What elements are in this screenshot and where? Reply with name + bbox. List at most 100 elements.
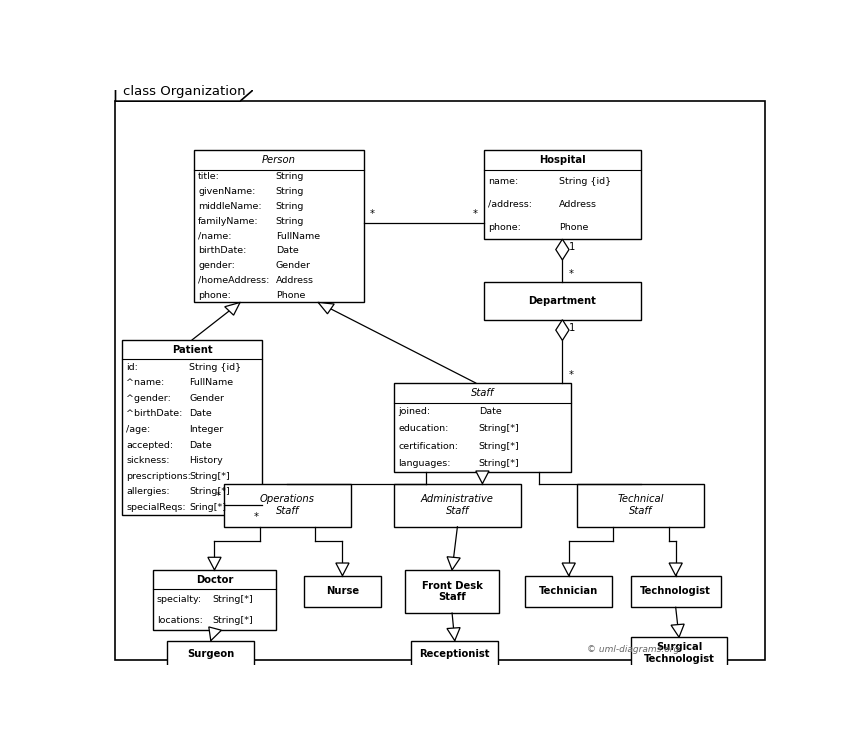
Text: /address:: /address: (488, 200, 532, 209)
Bar (630, 576, 721, 607)
Text: joined:: joined: (398, 407, 430, 416)
Text: String: String (276, 217, 304, 226)
Text: prescriptions:: prescriptions: (126, 472, 191, 481)
Bar (304, 576, 381, 607)
Text: Gender: Gender (276, 261, 310, 270)
Text: String[*]: String[*] (189, 487, 230, 497)
Text: String: String (276, 173, 304, 182)
Text: 1: 1 (569, 323, 575, 332)
Text: /name:: /name: (198, 232, 231, 241)
Text: Patient: Patient (172, 344, 212, 355)
Bar (394, 483, 521, 527)
Text: Doctor: Doctor (196, 574, 233, 585)
Text: 1: 1 (569, 242, 575, 252)
Text: *: * (216, 491, 221, 500)
Text: id:: id: (126, 363, 138, 372)
Polygon shape (224, 303, 240, 315)
Text: Date: Date (276, 247, 298, 255)
Text: String: String (276, 202, 304, 211)
Text: *: * (254, 512, 259, 522)
Bar (405, 570, 499, 613)
Text: givenName:: givenName: (198, 187, 255, 196)
Text: Receptionist: Receptionist (420, 648, 490, 659)
Bar (484, 282, 641, 320)
Text: ^gender:: ^gender: (126, 394, 171, 403)
Text: locations:: locations: (157, 616, 203, 624)
Text: gender:: gender: (198, 261, 235, 270)
Text: education:: education: (398, 424, 448, 433)
Text: specialReqs:: specialReqs: (126, 503, 186, 512)
Text: Gender: Gender (189, 394, 224, 403)
Text: String[*]: String[*] (479, 424, 519, 433)
Text: ^name:: ^name: (126, 378, 164, 387)
Polygon shape (671, 624, 685, 637)
Text: allergies:: allergies: (126, 487, 169, 497)
Text: /homeAddress:: /homeAddress: (198, 276, 269, 285)
Polygon shape (336, 563, 349, 576)
Text: *: * (370, 208, 374, 219)
Polygon shape (556, 239, 569, 260)
Text: specialty:: specialty: (157, 595, 202, 604)
Text: /age:: /age: (126, 425, 150, 434)
Text: Sring[*]: Sring[*] (189, 503, 226, 512)
Text: class Organization: class Organization (122, 85, 245, 98)
Bar (153, 570, 276, 630)
Text: Integer: Integer (189, 425, 224, 434)
Bar (577, 483, 704, 527)
Text: Date: Date (189, 409, 212, 418)
Text: Address: Address (559, 200, 597, 209)
Text: Phone: Phone (559, 223, 588, 232)
Text: History: History (189, 456, 223, 465)
Text: sickness:: sickness: (126, 456, 169, 465)
Polygon shape (447, 557, 460, 570)
Text: Administrative
Staff: Administrative Staff (421, 495, 494, 516)
Text: phone:: phone: (198, 291, 231, 300)
Text: accepted:: accepted: (126, 441, 173, 450)
Bar (630, 637, 728, 669)
Text: Front Desk
Staff: Front Desk Staff (421, 580, 482, 602)
Polygon shape (556, 320, 569, 341)
Text: *: * (569, 370, 574, 380)
Text: String[*]: String[*] (479, 459, 519, 468)
Text: title:: title: (198, 173, 220, 182)
Text: birthDate:: birthDate: (198, 247, 247, 255)
Text: Person: Person (262, 155, 296, 165)
Text: Hospital: Hospital (539, 155, 586, 165)
Text: Staff: Staff (470, 388, 494, 397)
Text: String: String (276, 187, 304, 196)
Text: certification:: certification: (398, 441, 458, 450)
Text: Phone: Phone (276, 291, 305, 300)
Text: *: * (569, 270, 574, 279)
Polygon shape (447, 627, 460, 641)
Text: middleName:: middleName: (198, 202, 261, 211)
Text: Surgical
Technologist: Surgical Technologist (643, 642, 715, 664)
Text: String[*]: String[*] (212, 595, 253, 604)
Text: Date: Date (479, 407, 501, 416)
Bar (411, 641, 498, 666)
Text: Technologist: Technologist (640, 586, 711, 597)
Text: phone:: phone: (488, 223, 521, 232)
Bar (525, 576, 612, 607)
Text: Date: Date (189, 441, 212, 450)
Text: *: * (472, 208, 477, 219)
Text: String {id}: String {id} (559, 177, 611, 186)
Polygon shape (476, 471, 489, 483)
Text: © uml-diagrams.org: © uml-diagrams.org (587, 645, 679, 654)
Bar (122, 340, 262, 515)
Text: String {id}: String {id} (189, 363, 242, 372)
Text: String[*]: String[*] (189, 472, 230, 481)
Text: String[*]: String[*] (212, 616, 253, 624)
Text: name:: name: (488, 177, 519, 186)
Text: ^birthDate:: ^birthDate: (126, 409, 182, 418)
Text: Address: Address (276, 276, 314, 285)
Text: Nurse: Nurse (326, 586, 359, 597)
Polygon shape (562, 563, 575, 576)
Text: String[*]: String[*] (479, 441, 519, 450)
Text: Technical
Staff: Technical Staff (617, 495, 664, 516)
Text: Surgeon: Surgeon (187, 648, 235, 659)
Text: familyName:: familyName: (198, 217, 259, 226)
Bar (394, 383, 571, 472)
Bar (484, 150, 641, 239)
Text: languages:: languages: (398, 459, 451, 468)
Polygon shape (209, 627, 221, 641)
